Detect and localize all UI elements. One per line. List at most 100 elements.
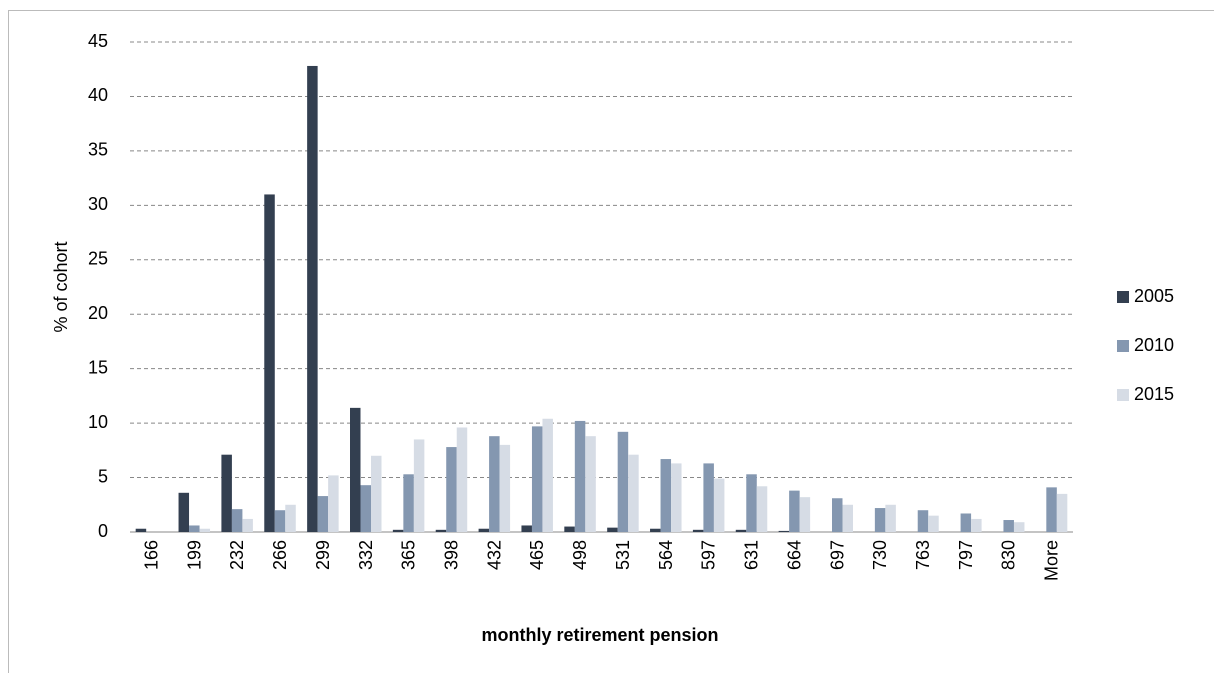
bar (961, 513, 972, 532)
bar (918, 510, 929, 532)
y-tick-label: 35 (88, 140, 108, 160)
legend-label: 2015 (1134, 384, 1174, 404)
x-tick-label: 697 (827, 540, 847, 570)
bar (1057, 494, 1068, 532)
bar (575, 421, 586, 532)
x-tick-label: 398 (441, 540, 461, 570)
bar (371, 456, 382, 532)
bar (757, 486, 768, 532)
legend-swatch (1117, 389, 1129, 401)
x-tick-label: 432 (484, 540, 504, 570)
y-tick-label: 10 (88, 412, 108, 432)
bar (779, 531, 790, 532)
bar (746, 474, 757, 532)
bar (607, 528, 618, 532)
y-axis-title: % of cohort (51, 241, 71, 332)
x-tick-label: 199 (184, 540, 204, 570)
y-tick-label: 25 (88, 249, 108, 269)
x-tick-label: 266 (270, 540, 290, 570)
bar (275, 510, 286, 532)
bar (714, 479, 725, 532)
x-tick-label: 531 (613, 540, 633, 570)
bar (200, 529, 211, 532)
x-tick-label: 498 (570, 540, 590, 570)
bar (1014, 522, 1025, 532)
bar (350, 408, 361, 532)
bar (307, 66, 318, 532)
bar (703, 463, 714, 532)
bar (800, 497, 811, 532)
x-tick-label: 631 (742, 540, 762, 570)
bar (403, 474, 414, 532)
y-tick-label: 45 (88, 31, 108, 51)
y-tick-label: 15 (88, 357, 108, 377)
bar (928, 516, 939, 532)
legend-label: 2005 (1134, 286, 1174, 306)
bar (971, 519, 982, 532)
y-tick-label: 0 (98, 521, 108, 541)
bar (489, 436, 500, 532)
legend-swatch (1117, 291, 1129, 303)
y-tick-label: 5 (98, 466, 108, 486)
bar (1003, 520, 1014, 532)
bar (736, 530, 747, 532)
x-tick-label: 365 (399, 540, 419, 570)
bar (232, 509, 243, 532)
bar (521, 525, 532, 532)
x-tick-label: 564 (656, 540, 676, 570)
bar (843, 505, 854, 532)
bar (318, 496, 329, 532)
bar (221, 455, 232, 532)
x-tick-label: 597 (699, 540, 719, 570)
x-tick-label: 166 (141, 540, 161, 570)
bar (885, 505, 896, 532)
bar (479, 529, 490, 532)
bar (361, 485, 372, 532)
bar (285, 505, 296, 532)
bar (532, 426, 543, 532)
bar (264, 194, 275, 532)
bar (179, 493, 190, 532)
bar (661, 459, 672, 532)
bar (446, 447, 457, 532)
bar (542, 419, 553, 532)
bar (328, 475, 339, 532)
x-axis-title: monthly retirement pension (481, 625, 718, 645)
x-tick-label: 299 (313, 540, 333, 570)
y-tick-label: 30 (88, 194, 108, 214)
bar (618, 432, 629, 532)
y-tick-label: 40 (88, 85, 108, 105)
x-tick-label: 332 (356, 540, 376, 570)
bar (650, 529, 661, 532)
legend-label: 2010 (1134, 335, 1174, 355)
bar (136, 529, 147, 532)
bar (585, 436, 596, 532)
frame (9, 11, 1214, 674)
bar (671, 463, 682, 532)
x-tick-label: 830 (999, 540, 1019, 570)
x-tick-label: 232 (227, 540, 247, 570)
x-tick-label: 797 (956, 540, 976, 570)
x-tick-label: 664 (784, 540, 804, 570)
x-tick-label: 763 (913, 540, 933, 570)
bar (393, 530, 404, 532)
bar (189, 525, 200, 532)
bar (1046, 487, 1057, 532)
bar (242, 519, 253, 532)
bar (875, 508, 886, 532)
x-tick-label: More (1042, 540, 1062, 581)
bar (832, 498, 843, 532)
bar (628, 455, 639, 532)
x-tick-label: 465 (527, 540, 547, 570)
bar (414, 439, 425, 532)
bar (436, 530, 447, 532)
bar (500, 445, 511, 532)
bar (789, 491, 800, 532)
x-tick-label: 730 (870, 540, 890, 570)
bar (564, 527, 575, 532)
legend-swatch (1117, 340, 1129, 352)
bar (457, 427, 468, 532)
bar (693, 530, 704, 532)
y-tick-label: 20 (88, 303, 108, 323)
